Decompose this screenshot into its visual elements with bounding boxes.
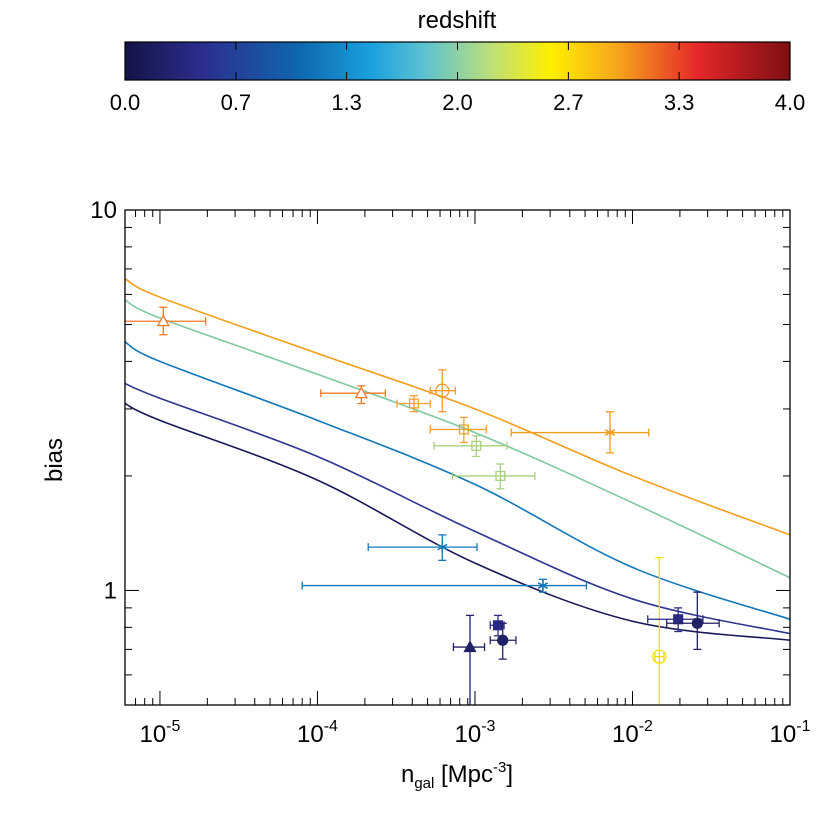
model-curve: [125, 402, 790, 642]
x-tick-label: 10-4: [297, 718, 338, 748]
colorbar-tick-label: 2.7: [553, 90, 584, 115]
colorbar-tick-label: 3.3: [664, 90, 695, 115]
data-point: [489, 622, 517, 660]
data-point: [367, 534, 478, 561]
y-tick-label: 1: [104, 577, 117, 604]
x-tick-label: 10-3: [455, 718, 496, 748]
model-curve: [125, 341, 790, 621]
data-point: [125, 306, 207, 336]
colorbar-tick-label: 4.0: [775, 90, 806, 115]
model-curve: [125, 299, 790, 579]
data-point: [301, 578, 588, 593]
data-point: [652, 556, 667, 705]
colorbar-label: redshift: [418, 7, 497, 34]
data-point: [429, 369, 456, 413]
x-tick-label: 10-5: [139, 718, 180, 748]
y-tick-label: 10: [90, 197, 117, 224]
data-point: [320, 385, 387, 405]
x-tick-label: 10-2: [612, 718, 653, 748]
model-curve: [125, 382, 790, 635]
y-axis-label: bias: [41, 438, 68, 482]
data-point: [433, 435, 508, 458]
data-point: [429, 416, 487, 444]
colorbar-tick-label: 0.7: [221, 90, 252, 115]
colorbar-tick-label: 2.0: [442, 90, 473, 115]
data-point: [666, 591, 720, 651]
data-point: [396, 395, 431, 413]
colorbar-ticks: 0.0 0.7 1.3 2.0 2.7 3.3 4.0: [110, 42, 806, 115]
data-point: [451, 463, 536, 490]
data-point: [489, 614, 505, 637]
data-point: [510, 411, 650, 454]
model-curve: [125, 277, 790, 536]
colorbar-tick-label: 1.3: [331, 90, 362, 115]
plot-frame: [124, 209, 791, 706]
colorbar-tick-label: 0.0: [110, 90, 141, 115]
plot-area: 10-5 10-4 10-3 10-2 10-1 1 10: [90, 197, 810, 748]
x-tick-label: 10-1: [770, 718, 811, 748]
data-point: [452, 614, 486, 705]
x-axis-label: ngal [Mpc-3]: [401, 759, 513, 792]
